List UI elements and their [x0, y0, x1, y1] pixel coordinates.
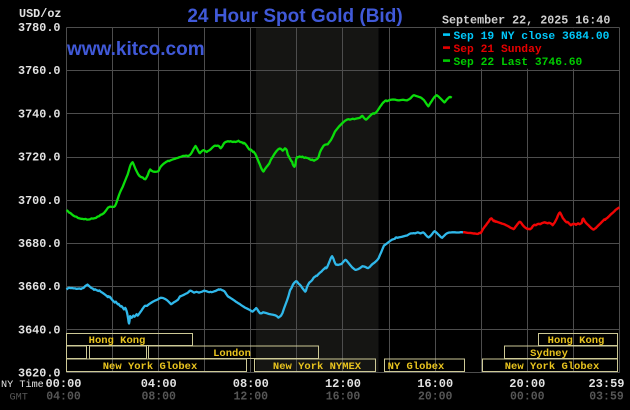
svg-text:04:00: 04:00 — [46, 391, 81, 404]
svg-text:3700.0: 3700.0 — [18, 194, 60, 208]
svg-text:08:00: 08:00 — [141, 391, 176, 404]
svg-text:3620.0: 3620.0 — [18, 367, 60, 381]
svg-text:08:00: 08:00 — [233, 377, 269, 391]
svg-text:Sep 22 Last 3746.60: Sep 22 Last 3746.60 — [454, 57, 583, 69]
svg-text:Sep 21 Sunday: Sep 21 Sunday — [454, 44, 542, 56]
svg-text:Sydney: Sydney — [530, 348, 569, 360]
svg-text:www.kitco.com: www.kitco.com — [66, 39, 205, 60]
svg-text:20:00: 20:00 — [509, 377, 545, 391]
svg-text:London: London — [213, 348, 251, 360]
svg-text:NY Globex: NY Globex — [388, 361, 445, 373]
svg-text:Hong Kong: Hong Kong — [89, 335, 146, 347]
svg-text:3780.0: 3780.0 — [18, 21, 60, 35]
svg-text:3760.0: 3760.0 — [18, 64, 60, 78]
svg-text:Hong Kong: Hong Kong — [548, 335, 605, 347]
svg-text:12:00: 12:00 — [234, 391, 269, 404]
svg-text:September 22, 2025 16:40: September 22, 2025 16:40 — [442, 13, 610, 27]
svg-text:04:00: 04:00 — [141, 377, 177, 391]
svg-text:3740.0: 3740.0 — [18, 107, 60, 121]
svg-text:24 Hour Spot Gold (Bid): 24 Hour Spot Gold (Bid) — [187, 6, 402, 27]
svg-text:NY Time: NY Time — [1, 379, 44, 391]
svg-text:3660.0: 3660.0 — [18, 280, 60, 294]
svg-text:Sep 19 NY close 3684.00: Sep 19 NY close 3684.00 — [454, 31, 610, 43]
svg-text:16:00: 16:00 — [417, 377, 453, 391]
svg-text:New York Globex: New York Globex — [505, 361, 600, 373]
svg-text:16:00: 16:00 — [326, 391, 361, 404]
svg-text:3680.0: 3680.0 — [18, 237, 60, 251]
svg-text:00:00: 00:00 — [510, 391, 545, 404]
svg-text:3720.0: 3720.0 — [18, 151, 60, 165]
svg-text:03:59: 03:59 — [589, 391, 624, 404]
svg-text:12:00: 12:00 — [325, 377, 361, 391]
svg-text:00:00: 00:00 — [45, 377, 81, 391]
svg-text:23:59: 23:59 — [588, 377, 624, 391]
svg-text:GMT: GMT — [10, 393, 28, 404]
svg-text:New York NYMEX: New York NYMEX — [273, 361, 362, 373]
svg-text:USD/oz: USD/oz — [19, 7, 61, 21]
svg-text:3640.0: 3640.0 — [18, 323, 60, 337]
svg-text:New York Globex: New York Globex — [103, 361, 198, 373]
svg-text:20:00: 20:00 — [418, 391, 453, 404]
